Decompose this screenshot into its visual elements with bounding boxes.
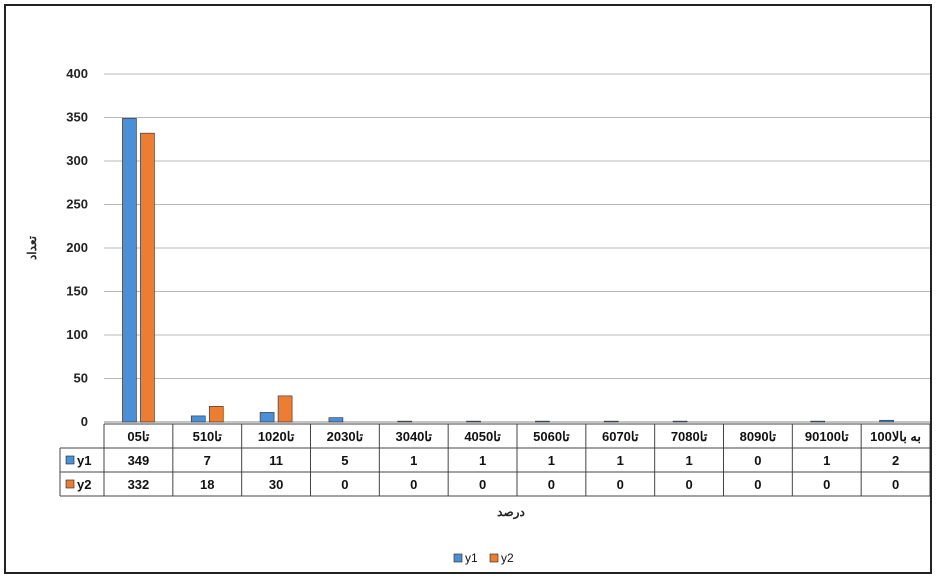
- bar-y1-4: [328, 417, 344, 423]
- data-label: 1: [410, 453, 417, 468]
- y-tick-label: 150: [66, 284, 88, 299]
- data-label: 0: [341, 477, 348, 492]
- legend-swatch-y2: [489, 553, 499, 563]
- data-label: 0: [548, 477, 555, 492]
- data-label: 0: [617, 477, 624, 492]
- y-tick-label: 50: [74, 371, 88, 386]
- bar-y2-3: [277, 395, 293, 423]
- bar-y1-1: [122, 118, 137, 423]
- y-tick-label: 400: [66, 66, 88, 81]
- category-label: 70تا80: [671, 429, 708, 444]
- bar-y1-12: [879, 419, 894, 423]
- data-label: 0: [410, 477, 417, 492]
- legend: y1 y2: [453, 551, 514, 565]
- data-label: 2: [892, 453, 899, 468]
- bar-y1-11: [810, 420, 826, 423]
- bar-y1-9: [672, 420, 688, 423]
- data-label: 7: [204, 453, 211, 468]
- bar-y1-6: [466, 420, 481, 423]
- bar-y1-2: [190, 415, 206, 423]
- bars: [122, 118, 894, 423]
- category-label: 0تا5: [127, 429, 149, 444]
- table-series-name: y1: [77, 453, 91, 468]
- bar-y1-3: [259, 412, 275, 423]
- legend-label-y2: y2: [501, 551, 514, 565]
- data-label: 0: [754, 453, 761, 468]
- category-label: 90تا100: [805, 429, 849, 444]
- table-swatch-y1: [65, 455, 75, 465]
- table-swatch-y2: [65, 479, 75, 489]
- category-label: 5تا10: [193, 429, 223, 444]
- y-axis-label: تعداد: [25, 235, 39, 260]
- data-label: 30: [269, 477, 283, 492]
- y-tick-label: 300: [66, 153, 88, 168]
- category-label: 20تا30: [327, 429, 364, 444]
- bar-y2-2: [208, 406, 224, 423]
- data-label: 0: [754, 477, 761, 492]
- y-tick-label: 350: [66, 110, 88, 125]
- bar-y2-1: [140, 132, 155, 423]
- data-label: 1: [685, 453, 692, 468]
- data-label: 1: [617, 453, 624, 468]
- data-label: 5: [341, 453, 348, 468]
- y-tick-label: 250: [66, 197, 88, 212]
- data-label: 1: [823, 453, 830, 468]
- y-tick-label: 0: [81, 414, 88, 429]
- legend-swatch-y1: [453, 553, 463, 563]
- bar-y1-5: [397, 420, 413, 423]
- data-label: 0: [892, 477, 899, 492]
- category-label: 40تا50: [464, 429, 501, 444]
- gridlines: [104, 73, 930, 423]
- x-axis-label: درصد: [497, 505, 525, 520]
- category-label: 80تا90: [740, 429, 777, 444]
- bar-y1-7: [535, 420, 550, 423]
- bar-y1-8: [603, 420, 619, 423]
- y-axis-ticks: 0 50 100 150 200 250 300 350 400: [66, 66, 88, 429]
- data-label: 0: [479, 477, 486, 492]
- data-label: 0: [685, 477, 692, 492]
- y-tick-label: 100: [66, 327, 88, 342]
- category-label: 60تا70: [602, 429, 639, 444]
- chart-frame: 0 50 100 150 200 250 300 350 400 تعداد 0تا5 5تا10…: [4, 4, 932, 574]
- category-label: 10تا20: [258, 429, 295, 444]
- data-label: 11: [269, 453, 283, 468]
- data-label: 1: [479, 453, 486, 468]
- data-table: 0تا5 5تا10 10تا20 20تا30 30تا40 40تا50 50تا60 6…: [59, 423, 930, 497]
- data-label: 332: [128, 477, 150, 492]
- data-label: 18: [200, 477, 214, 492]
- data-label: 1: [548, 453, 555, 468]
- y-tick-label: 200: [66, 240, 88, 255]
- data-label: 349: [128, 453, 150, 468]
- legend-label-y1: y1: [465, 551, 478, 565]
- category-label: 30تا40: [395, 429, 432, 444]
- table-series-name: y2: [77, 477, 91, 492]
- data-label: 0: [823, 477, 830, 492]
- category-label: 50تا60: [533, 429, 570, 444]
- category-label: 100به بالا: [870, 429, 921, 444]
